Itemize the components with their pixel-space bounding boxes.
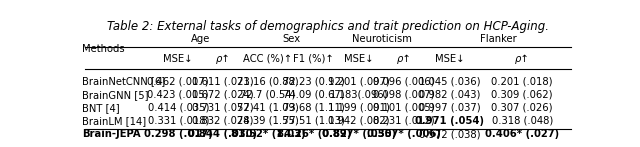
Text: Sex: Sex — [282, 34, 300, 44]
Text: 0.331 (.018): 0.331 (.018) — [148, 116, 209, 126]
Text: 0.307 (.026): 0.307 (.026) — [492, 103, 553, 113]
Text: 0.318 (.048): 0.318 (.048) — [492, 116, 553, 126]
Text: 0.096 (.006): 0.096 (.006) — [373, 77, 435, 87]
Text: BrainNetCNN [6]: BrainNetCNN [6] — [83, 77, 166, 87]
Text: 0.731 (.057): 0.731 (.057) — [192, 103, 253, 113]
Text: 0.307* (.006): 0.307* (.006) — [367, 129, 441, 139]
Text: 0.201 (.018): 0.201 (.018) — [492, 77, 553, 87]
Text: 0.897* (.055): 0.897* (.055) — [322, 129, 396, 139]
Text: 74.09 (0.67): 74.09 (0.67) — [283, 90, 345, 100]
Text: 73.68 (1.11): 73.68 (1.11) — [283, 103, 345, 113]
Text: ρ↑: ρ↑ — [515, 54, 529, 64]
Text: Brain-JEPA: Brain-JEPA — [83, 129, 141, 139]
Text: Neuroticism: Neuroticism — [351, 34, 412, 44]
Text: F1 (%)↑: F1 (%)↑ — [294, 54, 334, 64]
Text: 77.51 (1.13): 77.51 (1.13) — [283, 116, 345, 126]
Text: 0.406* (.027): 0.406* (.027) — [485, 129, 559, 139]
Text: 0.414 (.035): 0.414 (.035) — [148, 103, 209, 113]
Text: 0.832 (.028): 0.832 (.028) — [192, 116, 253, 126]
Text: 1.199 (.091): 1.199 (.091) — [328, 103, 390, 113]
Text: MSE↓: MSE↓ — [163, 54, 193, 64]
Text: 71.16 (0.88): 71.16 (0.88) — [237, 77, 299, 87]
Text: 81.52* (1.03): 81.52* (1.03) — [231, 129, 305, 139]
Text: 1.183(.096): 1.183(.096) — [330, 90, 388, 100]
Text: 0.298 (.017): 0.298 (.017) — [144, 129, 212, 139]
Text: 0.971 (.054): 0.971 (.054) — [415, 116, 484, 126]
Text: 0.462 (.017): 0.462 (.017) — [147, 77, 209, 87]
Text: Flanker: Flanker — [480, 34, 517, 44]
Text: 0.423 (.015): 0.423 (.015) — [147, 90, 209, 100]
Text: Age: Age — [191, 34, 210, 44]
Text: MSE↓: MSE↓ — [344, 54, 374, 64]
Text: 84.26* (0.82): 84.26* (0.82) — [276, 129, 351, 139]
Text: 0.844 (.030): 0.844 (.030) — [188, 129, 257, 139]
Text: ACC (%)↑: ACC (%)↑ — [243, 54, 292, 64]
Text: 1.201 (.097): 1.201 (.097) — [328, 77, 390, 87]
Text: BrainGNN [5]: BrainGNN [5] — [83, 90, 149, 100]
Text: 0.972 (.038): 0.972 (.038) — [419, 129, 481, 139]
Text: 72.41 (1.09): 72.41 (1.09) — [237, 103, 299, 113]
Text: 0.098 (.007): 0.098 (.007) — [373, 90, 435, 100]
Text: Table 2: External tasks of demographics and trait prediction on HCP-Aging.: Table 2: External tasks of demographics … — [107, 20, 549, 33]
Text: 1.045 (.036): 1.045 (.036) — [419, 77, 481, 87]
Text: 0.942 (.082): 0.942 (.082) — [328, 116, 390, 126]
Text: 0.309 (.062): 0.309 (.062) — [492, 90, 553, 100]
Text: 0.672 (.024): 0.672 (.024) — [192, 90, 253, 100]
Text: 0.982 (.043): 0.982 (.043) — [419, 90, 481, 100]
Text: MSE↓: MSE↓ — [435, 54, 465, 64]
Text: Methods: Methods — [83, 44, 125, 54]
Text: 0.101 (.005): 0.101 (.005) — [373, 103, 435, 113]
Text: 0.231 (.012): 0.231 (.012) — [373, 116, 435, 126]
Text: 0.997 (.037): 0.997 (.037) — [419, 103, 481, 113]
Text: BrainLM [14]: BrainLM [14] — [83, 116, 147, 126]
Text: 72.7 (0.54): 72.7 (0.54) — [240, 90, 296, 100]
Text: 0.611 (.023): 0.611 (.023) — [192, 77, 253, 87]
Text: ρ↑: ρ↑ — [216, 54, 230, 64]
Text: BNT [4]: BNT [4] — [83, 103, 120, 113]
Text: ρ↑: ρ↑ — [397, 54, 412, 64]
Text: 74.39 (1.55): 74.39 (1.55) — [237, 116, 299, 126]
Text: 72.23 (0.92): 72.23 (0.92) — [283, 77, 345, 87]
